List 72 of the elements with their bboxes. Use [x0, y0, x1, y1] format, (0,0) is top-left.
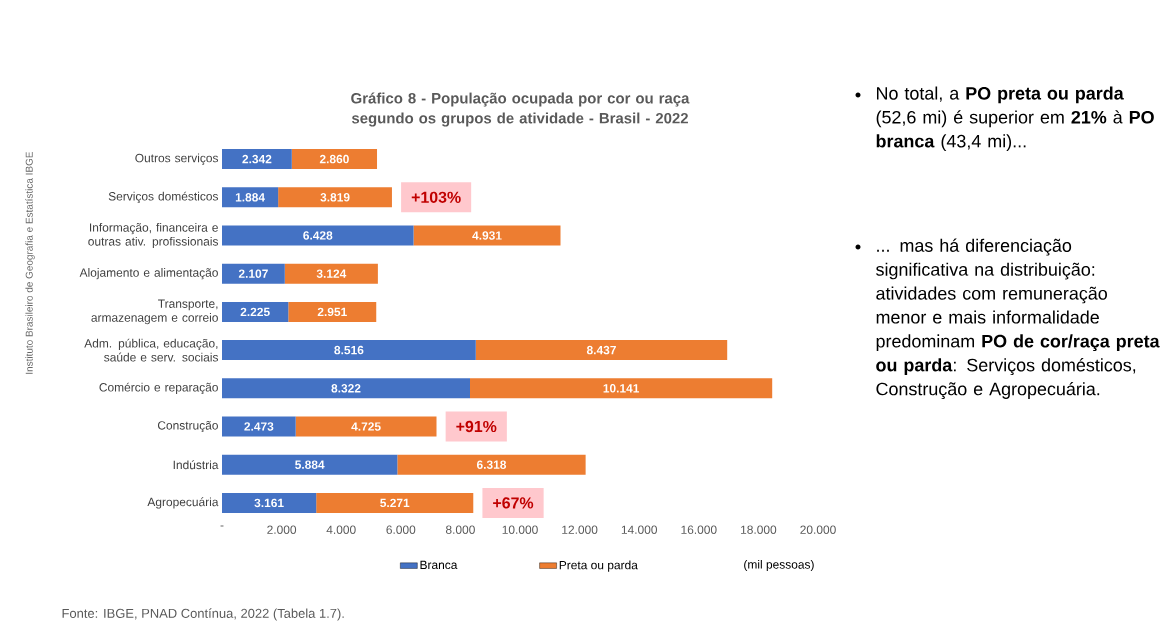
data-label: 2.225 [240, 307, 270, 317]
bar [222, 378, 470, 399]
y-tick-label: Adm. pública, educação, saúde e serv. sociais [84, 338, 219, 362]
x-tick-label: 16.000 [681, 525, 717, 534]
bar [278, 187, 392, 208]
bar [222, 492, 317, 513]
annotation: +67% [493, 497, 534, 509]
bar [295, 416, 437, 437]
data-label: 2.951 [317, 307, 347, 317]
bar [222, 454, 398, 475]
data-label: 6.318 [476, 460, 507, 469]
data-label: 3.124 [316, 269, 347, 278]
text: ... mas há diferenciação significativa na distribuição: atividades com remuneração menor e mais informalidade predominam PO de cor/raça preta ou parda: Serviços domésticos, Construção e Agropecuária. [876, 238, 1160, 399]
annotation: +103% [411, 191, 461, 203]
y-tick-label: Informação, financeira e outras ativ. profissionais [88, 222, 219, 249]
bar [397, 454, 586, 475]
x-tick-label: 2.000 [267, 525, 297, 534]
bar [222, 225, 414, 246]
bar [316, 492, 474, 513]
chart-title: Gráfico 8 - População ocupada por cor ou raça segundo os grupos de atividade - Brasil - 2022 [351, 92, 690, 127]
text: No total, a PO preta ou parda (52,6 mi) é superior em 21% à PO branca (43,4 mi)... [876, 86, 1154, 152]
source-note: Fonte: IBGE, PNAD Contínua, 2022 (Tabela 1.7). [62, 608, 344, 621]
bar [291, 149, 378, 170]
x-tick-label: 8.000 [445, 525, 475, 534]
x-tick-label: 4.000 [326, 525, 356, 534]
data-label: 3.819 [320, 193, 350, 202]
data-label: 2.860 [319, 154, 349, 164]
legend-label: Preta ou parda [559, 560, 638, 572]
data-label: 10.141 [603, 384, 640, 393]
bar [470, 378, 773, 399]
y-tick-label: Construção [157, 420, 218, 433]
y-tick-label: Alojamento e alimentação [79, 268, 218, 280]
bar [222, 340, 476, 361]
x-axis-title: (mil pessoas) [744, 559, 814, 572]
data-label: 5.271 [380, 498, 410, 508]
data-label: 2.473 [244, 422, 274, 431]
bar [222, 187, 279, 208]
y-tick-label: Outros serviços [135, 153, 219, 165]
legend-label: Branca [420, 560, 458, 570]
bar [475, 340, 728, 361]
bar [288, 301, 377, 322]
data-label: 6.428 [303, 231, 333, 240]
bar [413, 225, 561, 246]
data-label: 1.884 [235, 193, 265, 202]
data-label: 8.322 [331, 384, 361, 393]
x-tick-label: 10.000 [502, 525, 538, 534]
data-label: 2.342 [242, 154, 272, 164]
y-tick-label: Comércio e reparação [99, 382, 218, 394]
annotation: +91% [456, 420, 497, 433]
y-tick-label: Indústria [173, 460, 219, 470]
data-label: 8.437 [586, 345, 616, 355]
data-label: 4.931 [472, 231, 502, 240]
bar [222, 416, 296, 437]
bar [222, 301, 289, 322]
x-tick-label: - [220, 525, 224, 527]
bar [222, 263, 285, 284]
bar [284, 263, 378, 284]
data-label: 4.725 [351, 422, 381, 431]
data-label: 8.516 [334, 345, 364, 355]
y-tick-label: Serviços domésticos [108, 191, 219, 203]
data-label: 3.161 [254, 498, 284, 508]
x-tick-label: 12.000 [562, 525, 598, 534]
bar [222, 149, 292, 170]
x-tick-label: 18.000 [741, 525, 777, 534]
x-tick-label: 14.000 [621, 525, 658, 534]
y-tick-label: Transporte, armazenagem e correio [91, 299, 218, 325]
y-tick-label: Agropecuária [147, 497, 219, 509]
text: Instituto Brasileiro de Geografia e Estatística IBGE [25, 151, 35, 374]
x-tick-label: 6.000 [386, 525, 416, 534]
x-tick-label: 20.000 [800, 525, 836, 534]
data-label: 5.884 [295, 460, 325, 469]
data-label: 2.107 [238, 269, 268, 278]
